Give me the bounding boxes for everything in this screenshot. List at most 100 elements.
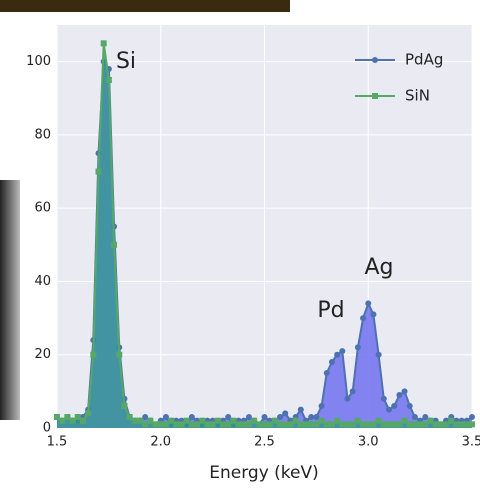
marker [256, 421, 263, 428]
x-axis-title: Energy (keV) [209, 463, 319, 483]
marker [297, 421, 304, 428]
marker [79, 417, 86, 424]
marker [116, 351, 123, 358]
marker [271, 417, 278, 424]
legend-marker [372, 57, 378, 63]
marker [432, 421, 439, 428]
marker [277, 421, 284, 428]
legend-label: PdAg [405, 51, 443, 69]
marker [261, 421, 268, 428]
marker [453, 421, 460, 428]
x-tick-label: 1.5 [47, 435, 68, 450]
marker [277, 414, 284, 421]
marker [339, 421, 346, 428]
legend-label: SiN [405, 87, 430, 105]
marker [54, 414, 60, 421]
marker [204, 421, 211, 428]
marker [59, 417, 66, 424]
marker [422, 414, 429, 421]
marker [386, 406, 392, 413]
annotation: Si [116, 49, 136, 74]
x-tick-label: 2.5 [254, 435, 275, 450]
marker [173, 421, 180, 428]
marker [391, 403, 398, 410]
marker [380, 421, 387, 428]
marker [396, 421, 403, 428]
x-tick-label: 3.0 [358, 435, 379, 450]
marker [235, 421, 242, 428]
marker [349, 421, 356, 428]
annotation: Pd [317, 298, 344, 323]
marker [131, 417, 138, 424]
marker [375, 351, 382, 358]
marker [152, 421, 159, 428]
marker [64, 414, 71, 421]
y-tick-label: 20 [34, 347, 51, 362]
marker [411, 414, 418, 421]
marker [194, 421, 201, 428]
marker [251, 417, 258, 424]
marker [313, 421, 320, 428]
marker [225, 414, 232, 421]
marker [375, 417, 382, 424]
marker [469, 421, 475, 428]
marker [147, 417, 154, 424]
marker [282, 421, 289, 428]
marker [354, 417, 361, 424]
area [57, 61, 472, 428]
marker [422, 421, 429, 428]
marker [323, 421, 330, 428]
background-image [0, 180, 20, 420]
marker [313, 414, 320, 421]
marker [90, 351, 97, 358]
marker [401, 417, 408, 424]
marker [334, 417, 341, 424]
marker [318, 403, 325, 410]
marker [349, 388, 356, 395]
marker [406, 421, 413, 428]
y-tick-label: 40 [34, 274, 51, 289]
marker [74, 414, 81, 421]
marker [225, 421, 232, 428]
marker [360, 315, 367, 322]
marker [126, 414, 133, 421]
annotation: Ag [364, 255, 393, 280]
marker [328, 359, 335, 366]
marker [183, 417, 190, 424]
x-tick-label: 3.5 [462, 435, 480, 450]
background-image [0, 0, 290, 12]
marker [297, 406, 304, 413]
marker [437, 421, 444, 428]
area [57, 43, 472, 429]
marker [142, 421, 149, 428]
marker [188, 414, 195, 421]
marker [308, 421, 315, 428]
marker [365, 421, 372, 428]
marker [303, 421, 309, 428]
marker [411, 421, 418, 428]
marker [105, 76, 112, 83]
marker [323, 370, 330, 377]
y-tick-label: 60 [34, 201, 51, 216]
marker [365, 300, 372, 307]
marker [391, 421, 398, 428]
marker [448, 417, 455, 424]
marker [328, 421, 335, 428]
marker [245, 421, 252, 428]
marker [370, 421, 377, 428]
marker [354, 344, 361, 351]
marker [469, 414, 475, 421]
marker [396, 392, 403, 399]
marker [168, 417, 175, 424]
marker [178, 421, 185, 428]
marker [157, 421, 164, 428]
marker [137, 417, 143, 424]
marker [162, 414, 169, 421]
marker [282, 410, 289, 417]
marker [230, 417, 237, 424]
marker [339, 348, 346, 355]
marker [240, 421, 247, 428]
y-tick-label: 100 [26, 54, 51, 69]
marker [188, 421, 195, 428]
